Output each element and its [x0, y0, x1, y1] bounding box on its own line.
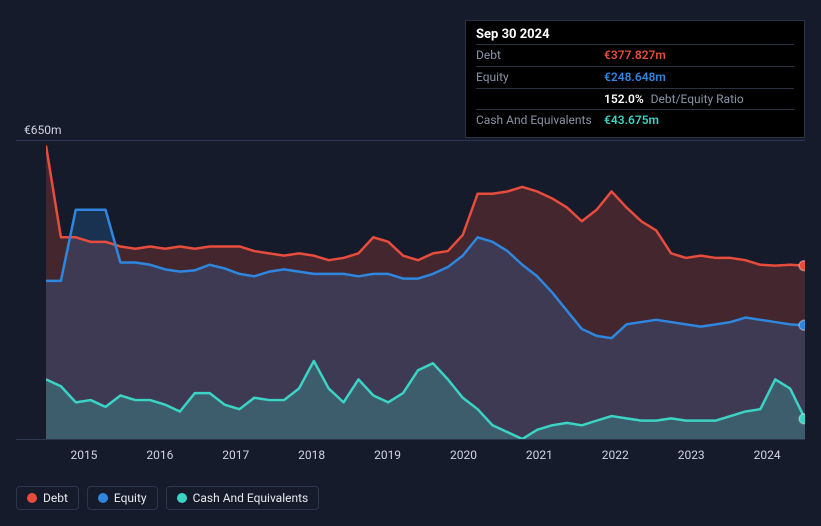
x-axis-label: 2024 — [729, 448, 805, 468]
y-axis-max-label: €650m — [24, 123, 62, 137]
series-end-dot-debt — [799, 261, 805, 271]
series-end-dot-cash — [799, 414, 805, 424]
x-axis-label: 2016 — [122, 448, 198, 468]
tooltip-row: 152.0% Debt/Equity Ratio — [476, 88, 794, 110]
series-end-dot-equity — [799, 320, 805, 330]
legend-dot — [98, 493, 108, 503]
legend-dot — [177, 493, 187, 503]
x-axis-label: 2018 — [274, 448, 350, 468]
tooltip-value: €248.648m — [604, 69, 794, 86]
x-axis-label: 2023 — [653, 448, 729, 468]
tooltip-value: €43.675m — [604, 112, 794, 129]
tooltip-row: Cash And Equivalents€43.675m — [476, 109, 794, 131]
legend-dot — [27, 493, 37, 503]
x-axis-label: 2020 — [426, 448, 502, 468]
tooltip-label: Equity — [476, 69, 604, 86]
tooltip-value: 152.0% Debt/Equity Ratio — [604, 91, 794, 108]
x-axis-label: 2022 — [577, 448, 653, 468]
tooltip-label: Debt — [476, 47, 604, 64]
legend-item[interactable]: Cash And Equivalents — [166, 486, 320, 510]
x-axis-label: 2015 — [46, 448, 122, 468]
x-axis-label: 2021 — [501, 448, 577, 468]
chart-area[interactable] — [16, 140, 805, 440]
x-axis-label: 2017 — [198, 448, 274, 468]
legend-label: Cash And Equivalents — [193, 491, 309, 505]
x-axis: 2015201620172018201920202021202220232024 — [46, 448, 805, 468]
tooltip-row: Equity€248.648m — [476, 66, 794, 88]
legend-label: Debt — [43, 491, 68, 505]
tooltip-label — [476, 91, 604, 108]
tooltip-row: Debt€377.827m — [476, 44, 794, 66]
legend-item[interactable]: Equity — [87, 486, 158, 510]
legend-item[interactable]: Debt — [16, 486, 79, 510]
chart-tooltip: Sep 30 2024 Debt€377.827mEquity€248.648m… — [465, 20, 805, 138]
x-axis-label: 2019 — [350, 448, 426, 468]
tooltip-date: Sep 30 2024 — [476, 27, 794, 44]
chart-legend: Debt Equity Cash And Equivalents — [16, 486, 319, 510]
tooltip-label: Cash And Equivalents — [476, 112, 604, 129]
legend-label: Equity — [114, 491, 147, 505]
series-line-debt — [46, 146, 805, 266]
tooltip-value: €377.827m — [604, 47, 794, 64]
chart-svg — [46, 141, 805, 439]
